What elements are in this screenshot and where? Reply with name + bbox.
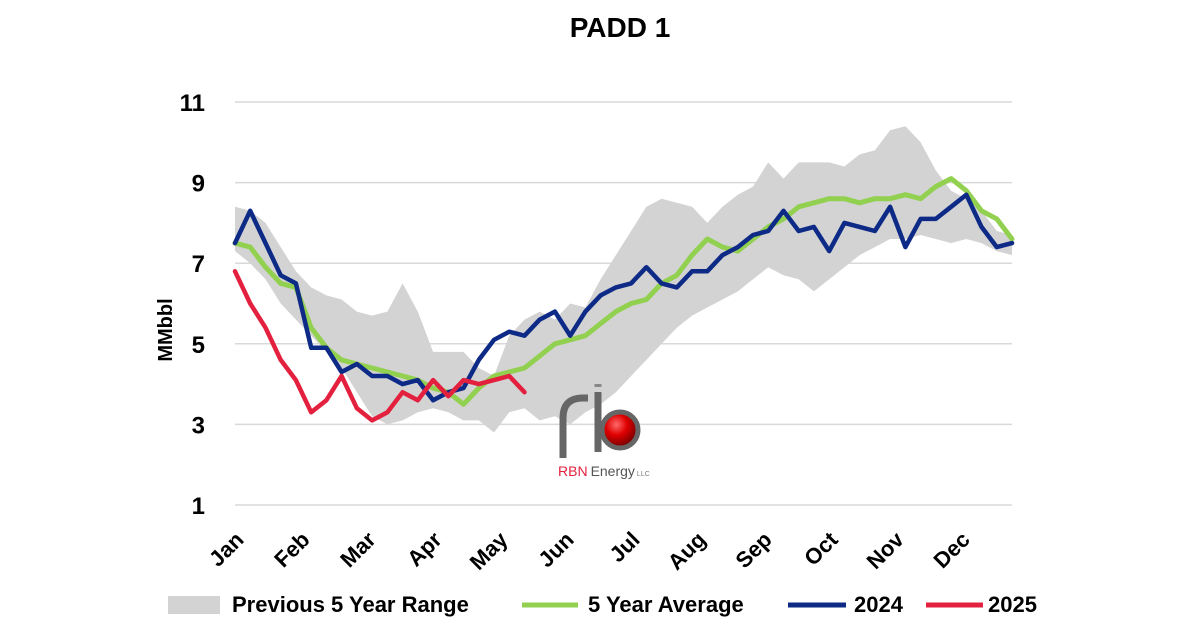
y-tick-label: 1 [192,493,205,520]
logo-red-ball [599,409,641,451]
y-tick-label: 5 [192,332,205,359]
logo-text: RBN Energy LLC [558,463,650,479]
y-tick-label: 11 [180,90,205,117]
legend-label-2025: 2025 [988,592,1037,617]
x-tick-label: Dec [929,527,975,573]
series-line-2025 [232,269,527,423]
x-tick-label: Oct [799,526,843,570]
y-tick-label: 9 [192,171,205,198]
range-band [235,126,1012,433]
x-tick-label: Jan [204,527,248,571]
x-tick-label: Apr [402,527,447,572]
x-axis: Jan Feb Mar Apr May Jun Jul Aug Sep Oct Nov Dec [204,526,975,574]
y-axis: 1 3 5 7 9 11 [180,90,205,520]
x-tick-label: Mar [335,527,381,573]
logo-r-shape [559,394,588,458]
x-tick-label: Jul [604,527,644,567]
rbn-logo: RBN Energy LLC [558,384,650,479]
legend-swatch-range [168,596,220,614]
chart-title: PADD 1 [570,12,671,43]
series-line-2024 [232,192,1015,403]
logo-name: Energy [591,463,635,479]
y-tick-label: 7 [192,251,205,278]
x-tick-label: Sep [730,527,776,573]
legend-label-2024: 2024 [854,592,904,617]
x-tick-label: May [465,526,513,574]
y-tick-label: 3 [192,412,205,439]
logo-brand: RBN [558,463,588,479]
legend-label-range: Previous 5 Year Range [232,592,469,617]
series-layer [232,176,1015,423]
x-tick-label: Aug [663,527,711,575]
x-tick-label: Feb [269,527,314,572]
y-axis-label: MMbbl [155,298,177,361]
logo-suffix: LLC [637,471,650,478]
series-line-5-year-average [232,176,1015,407]
legend: Previous 5 Year Range 5 Year Average 202… [168,592,1037,617]
legend-label-avg: 5 Year Average [588,592,744,617]
x-tick-label: Jun [533,527,578,572]
x-tick-label: Nov [862,526,910,574]
range-band-layer [235,126,1012,433]
